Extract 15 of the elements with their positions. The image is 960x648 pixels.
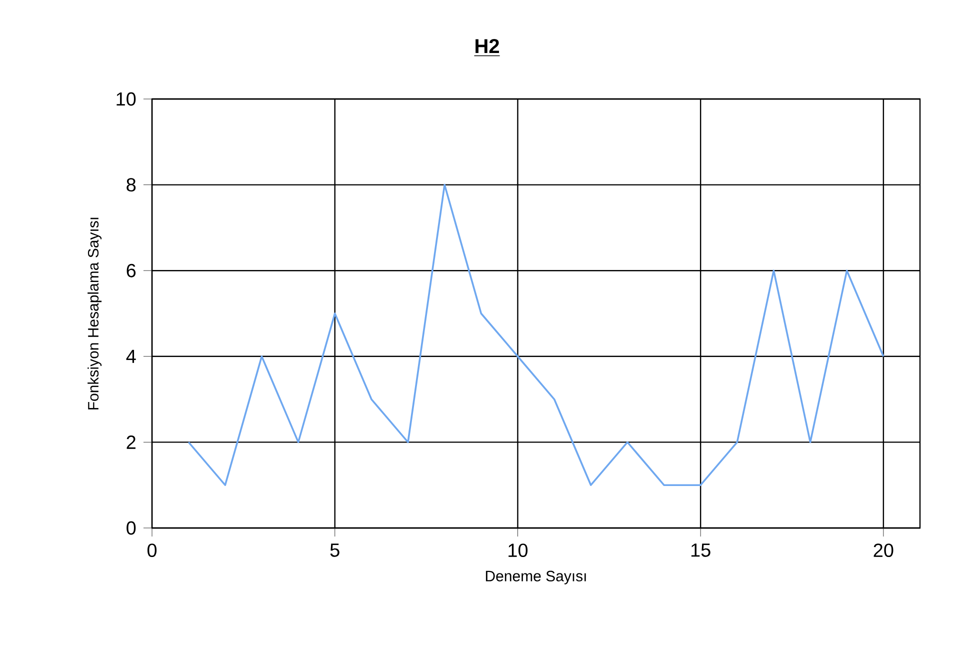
x-axis-title: Deneme Sayısı: [486, 570, 586, 584]
y-tick-label: 6: [126, 264, 136, 278]
y-tick-label: 4: [126, 350, 136, 363]
x-tick-label: 10: [508, 544, 528, 558]
x-tick-label: 0: [147, 544, 157, 558]
x-tick-label: 20: [874, 544, 894, 558]
x-tick-label: 5: [330, 544, 340, 557]
y-tick-label: 10: [116, 92, 136, 106]
line-series: [188, 184, 884, 486]
y-tick-label: 0: [126, 521, 136, 535]
chart-title: H2: [476, 39, 499, 53]
y-tick-label: 8: [126, 178, 136, 192]
y-axis-title: Fonksiyon Hesaplama Sayısı: [88, 218, 102, 410]
x-tick-label: 15: [691, 544, 710, 557]
y-tick-label: 2: [126, 436, 136, 449]
